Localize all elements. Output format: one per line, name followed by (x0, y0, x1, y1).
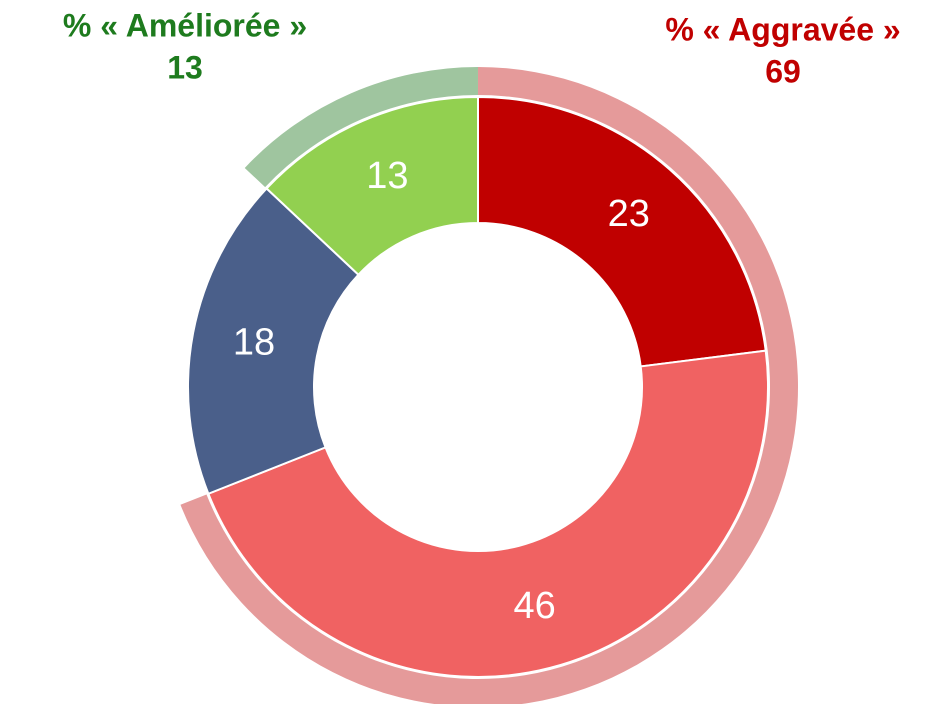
donut-slice (187, 187, 360, 496)
data-label: 46 (514, 585, 556, 627)
donut-slice (477, 95, 767, 368)
data-label: 13 (366, 155, 408, 197)
donut-slice (207, 349, 769, 678)
data-label: 23 (608, 193, 650, 235)
group-value: 13 (167, 49, 203, 85)
group-label: % « Aggravée » (665, 11, 900, 47)
group-arc (244, 67, 478, 188)
donut-slice (265, 95, 479, 277)
data-label: 18 (233, 321, 275, 363)
group-label: % « Améliorée » (63, 7, 307, 43)
group-value: 69 (765, 53, 801, 89)
